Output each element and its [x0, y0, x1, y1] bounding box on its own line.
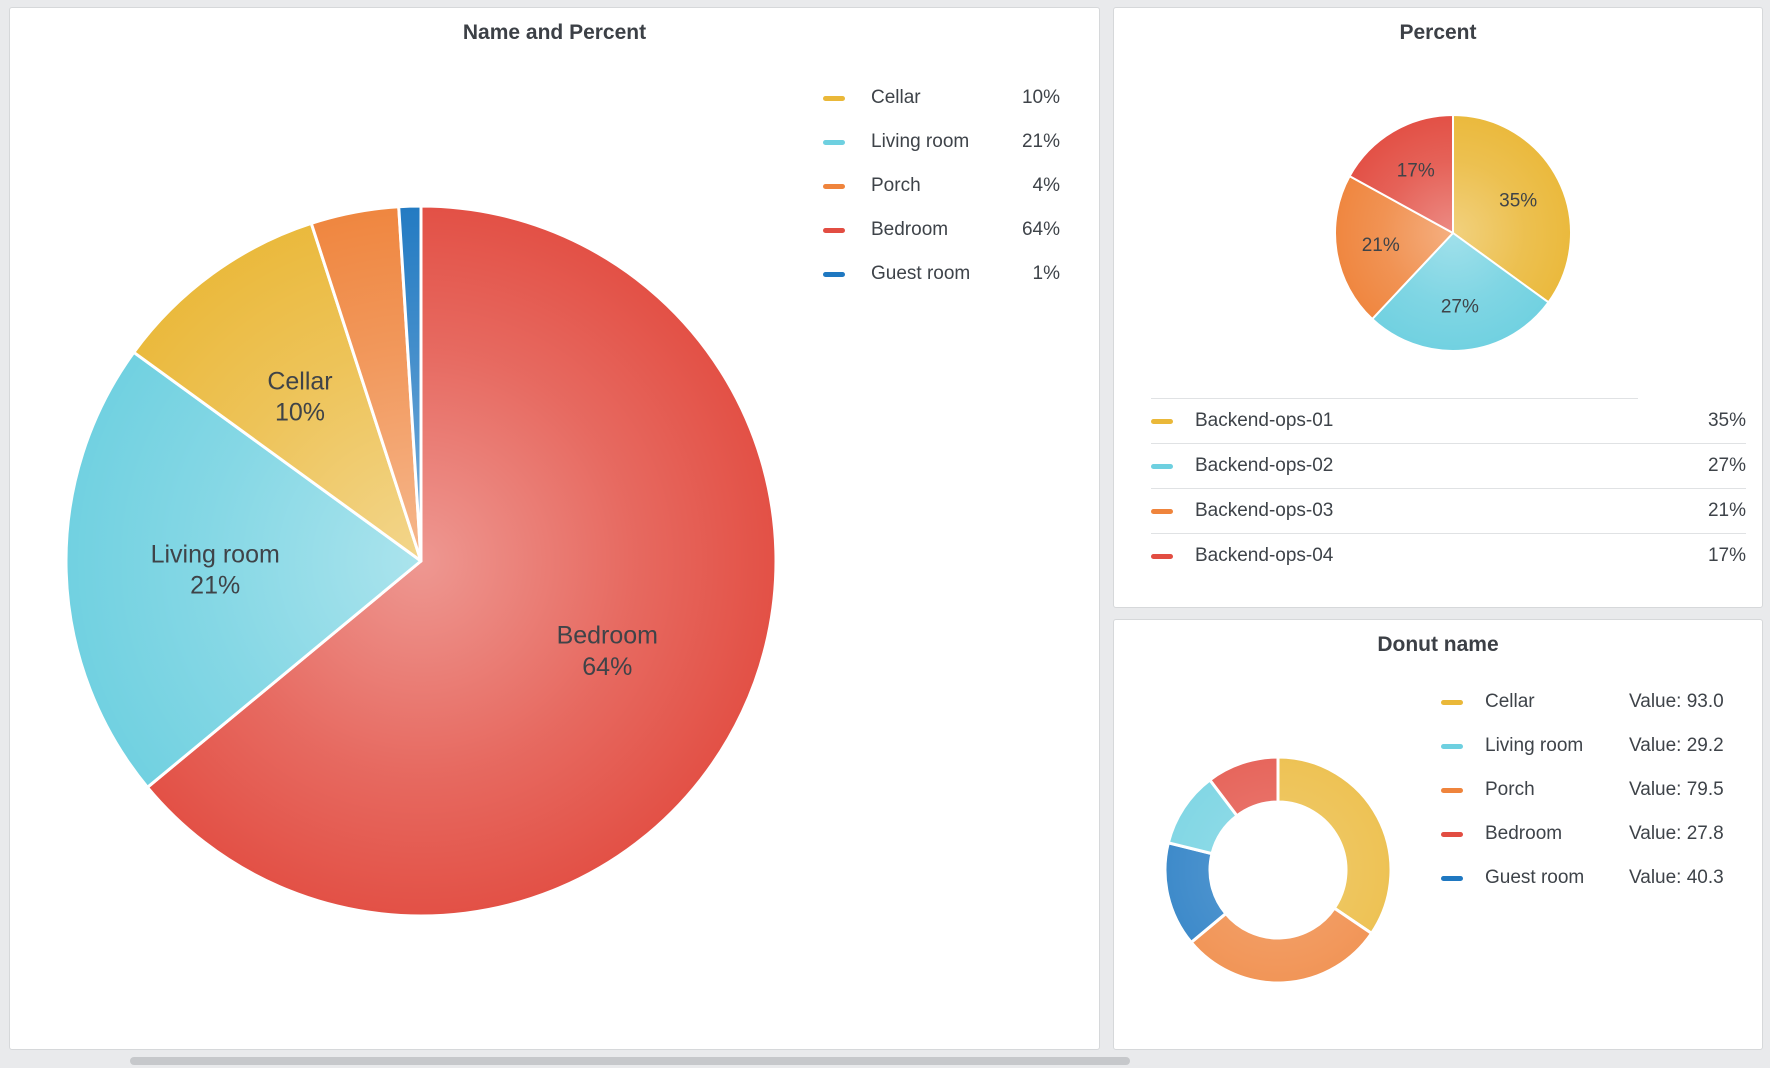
panel-title-donut-name[interactable]: Donut name: [1377, 633, 1499, 656]
legend-item-cellar[interactable]: Cellar Value: 93.0: [1441, 680, 1754, 724]
legend-color-dash-icon: [823, 227, 845, 233]
legend-color-dash-icon: [1441, 831, 1463, 837]
legend-donut-name: Cellar Value: 93.0 Living room Value: 29.2 P…: [1441, 680, 1754, 900]
legend-color-dash-icon: [823, 139, 845, 145]
legend-value: 1%: [1032, 263, 1060, 284]
legend-item-bedroom[interactable]: Bedroom Value: 27.8: [1441, 812, 1754, 856]
legend-name-and-percent: Cellar 10% Living room 21% Porch 4% Bedroom 64%…: [823, 76, 1060, 296]
legend-value: 4%: [1032, 175, 1060, 196]
legend-item-living-room[interactable]: Living room Value: 29.2: [1441, 724, 1754, 768]
legend-value: 17%: [1707, 545, 1746, 566]
panel-title-name-and-percent[interactable]: Name and Percent: [462, 21, 647, 44]
legend-separator: [1151, 533, 1746, 534]
legend-label: Bedroom: [871, 219, 949, 240]
legend-item-backend-ops-02[interactable]: Backend-ops-02 27%: [1151, 444, 1746, 488]
legend-item-porch[interactable]: Porch 4%: [823, 164, 1060, 208]
legend-label: Backend-ops-04: [1195, 545, 1334, 566]
legend-label: Cellar: [871, 87, 921, 108]
legend-label: Porch: [1485, 779, 1535, 800]
legend-color-dash-icon: [1441, 787, 1463, 793]
horizontal-scrollbar[interactable]: [130, 1057, 1130, 1065]
panel-title-percent[interactable]: Percent: [1399, 21, 1477, 44]
legend-value: 21%: [1707, 500, 1746, 521]
legend-color-dash-icon: [823, 183, 845, 189]
legend-item-guest-room[interactable]: Guest room 1%: [823, 252, 1060, 296]
legend-color-dash-icon: [1151, 418, 1173, 424]
legend-label: Bedroom: [1485, 823, 1563, 844]
legend-separator: [1151, 398, 1638, 399]
legend-value: Value: 93.0: [1629, 691, 1724, 712]
legend-item-backend-ops-04[interactable]: Backend-ops-04 17%: [1151, 534, 1746, 578]
legend-value: 64%: [1021, 219, 1060, 240]
legend-value: Value: 79.5: [1629, 779, 1724, 800]
legend-label: Backend-ops-01: [1195, 410, 1334, 431]
legend-item-backend-ops-03[interactable]: Backend-ops-03 21%: [1151, 489, 1746, 533]
legend-item-backend-ops-01[interactable]: Backend-ops-01 35%: [1151, 399, 1746, 443]
legend-table-percent: Backend-ops-01 35% Backend-ops-02 27% Backen…: [1151, 398, 1746, 578]
legend-value: 35%: [1707, 410, 1746, 431]
legend-label: Guest room: [1485, 867, 1585, 888]
legend-color-dash-icon: [823, 95, 845, 101]
legend-item-porch[interactable]: Porch Value: 79.5: [1441, 768, 1754, 812]
legend-color-dash-icon: [823, 271, 845, 277]
legend-label: Backend-ops-02: [1195, 455, 1334, 476]
legend-label: Backend-ops-03: [1195, 500, 1334, 521]
panel-name-and-percent: Name and Percent Bedroom 64% Living room 21…: [9, 7, 1100, 1050]
legend-label: Living room: [871, 131, 970, 152]
legend-item-guest-room[interactable]: Guest room Value: 40.3: [1441, 856, 1754, 900]
legend-value: 10%: [1021, 87, 1060, 108]
legend-color-dash-icon: [1441, 743, 1463, 749]
legend-item-bedroom[interactable]: Bedroom 64%: [823, 208, 1060, 252]
legend-label: Cellar: [1485, 691, 1535, 712]
legend-label: Living room: [1485, 735, 1584, 756]
legend-value: 27%: [1707, 455, 1746, 476]
legend-color-dash-icon: [1441, 699, 1463, 705]
legend-separator: [1151, 488, 1746, 489]
panel-percent: Percent 35% 27% 21% 17% Backend-ops-01 35% Ba…: [1113, 7, 1763, 608]
legend-value: 21%: [1021, 131, 1060, 152]
legend-color-dash-icon: [1151, 463, 1173, 469]
legend-color-dash-icon: [1441, 875, 1463, 881]
legend-separator: [1151, 443, 1746, 444]
legend-label: Porch: [871, 175, 921, 196]
legend-item-cellar[interactable]: Cellar 10%: [823, 76, 1060, 120]
horizontal-scrollbar-thumb[interactable]: [130, 1057, 1130, 1065]
legend-color-dash-icon: [1151, 508, 1173, 514]
legend-value: Value: 27.8: [1629, 823, 1724, 844]
legend-color-dash-icon: [1151, 553, 1173, 559]
legend-label: Guest room: [871, 263, 971, 284]
legend-value: Value: 29.2: [1629, 735, 1724, 756]
panel-donut-name: Donut name Cellar Value: 93.0 Living room V…: [1113, 619, 1763, 1050]
legend-item-living-room[interactable]: Living room 21%: [823, 120, 1060, 164]
legend-value: Value: 40.3: [1629, 867, 1724, 888]
